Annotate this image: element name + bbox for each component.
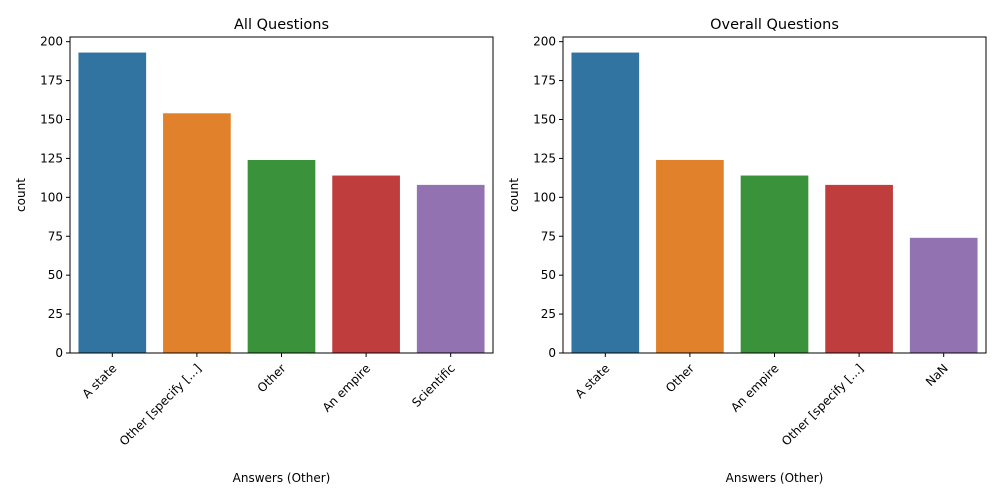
y-tick-label: 50 [48, 268, 63, 282]
y-tick-label: 75 [48, 229, 63, 243]
y-tick-label: 125 [40, 151, 63, 165]
x-axis-label: Answers (Other) [233, 471, 331, 485]
bar [163, 113, 231, 353]
y-tick-label: 0 [55, 346, 63, 360]
bar [332, 175, 400, 353]
chart-title: All Questions [234, 17, 329, 33]
y-tick-label: 25 [48, 307, 63, 321]
y-tick-label: 175 [533, 74, 556, 88]
y-tick-label: 150 [40, 113, 63, 127]
y-tick-label: 0 [548, 346, 556, 360]
y-axis-label: count [14, 178, 28, 212]
y-tick-label: 25 [541, 307, 556, 321]
bar [416, 184, 485, 353]
y-tick-label: 50 [541, 268, 556, 282]
x-axis-label: Answers (Other) [726, 471, 824, 485]
x-tick-label: Other [specify [...] [117, 361, 204, 448]
bar [909, 237, 978, 353]
bar [740, 175, 809, 353]
bar [571, 52, 640, 354]
x-tick-label: An empire [728, 361, 782, 415]
x-tick-label: Scientific [409, 361, 458, 410]
y-axis-label: count [507, 178, 521, 212]
x-tick-label: Other [255, 361, 289, 395]
x-tick-label: An empire [320, 361, 374, 415]
y-tick-label: 100 [40, 190, 63, 204]
y-tick-label: 200 [533, 35, 556, 49]
chart-title: Overall Questions [710, 17, 839, 33]
bar [825, 184, 893, 353]
y-tick-label: 75 [541, 229, 556, 243]
y-tick-label: 150 [533, 113, 556, 127]
x-tick-label: A state [573, 361, 613, 401]
y-tick-label: 175 [40, 74, 63, 88]
y-tick-label: 100 [533, 190, 556, 204]
x-tick-label: Other [663, 361, 697, 395]
y-tick-label: 125 [533, 151, 556, 165]
x-tick-label: NaN [923, 361, 951, 389]
bar [78, 52, 147, 354]
y-tick-label: 200 [40, 35, 63, 49]
bar [656, 159, 724, 353]
bar [247, 159, 316, 353]
chart-panel-2: 0 25 50 75 100 125 150 175 200 A state Other An emp… [507, 17, 987, 485]
x-tick-label: Other [specify [...] [779, 361, 866, 448]
x-tick-label: A state [80, 361, 120, 401]
